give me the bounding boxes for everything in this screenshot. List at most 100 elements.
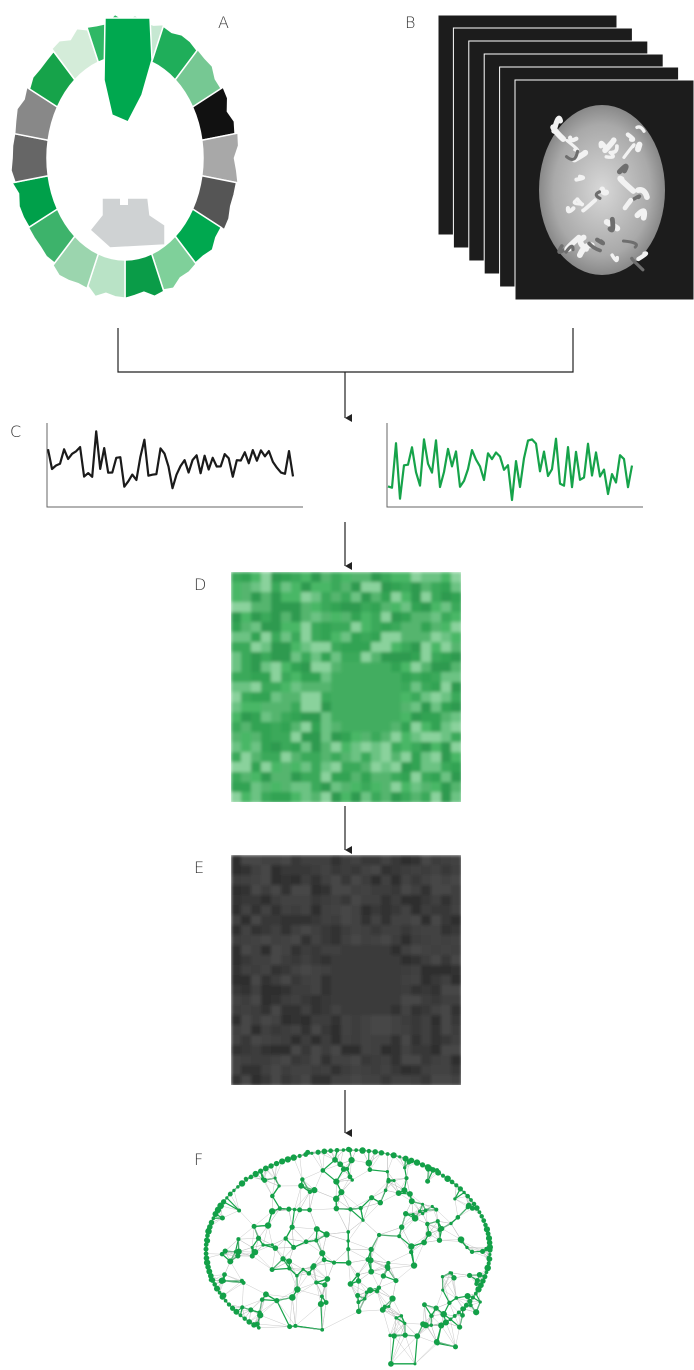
matrix-cell: [281, 865, 292, 876]
matrix-cell: [291, 722, 302, 733]
matrix-cell: [281, 572, 292, 583]
matrix-cell: [371, 602, 382, 613]
matrix-cell: [301, 662, 312, 673]
matrix-cell: [411, 975, 422, 986]
matrix-cell: [361, 1075, 372, 1086]
matrix-cell: [321, 875, 332, 886]
matrix-cell: [361, 925, 372, 936]
node: [338, 1189, 344, 1195]
matrix-cell: [331, 582, 342, 593]
node: [434, 1339, 440, 1345]
matrix-cell: [421, 712, 432, 723]
node: [407, 1160, 412, 1165]
node: [438, 1322, 444, 1328]
matrix-cell: [421, 752, 432, 763]
node: [234, 1250, 237, 1253]
matrix-cell: [361, 732, 372, 743]
matrix-cell: [381, 985, 392, 996]
matrix-cell: [261, 792, 272, 803]
node: [436, 1219, 440, 1223]
node: [408, 1243, 414, 1249]
matrix-cell: [421, 662, 432, 673]
matrix-cell: [351, 925, 362, 936]
matrix-cell: [241, 702, 252, 713]
node: [424, 1209, 428, 1213]
matrix-cell: [451, 905, 462, 916]
gyrus: [610, 219, 613, 230]
matrix-cell: [321, 742, 332, 753]
connector: [118, 328, 573, 372]
matrix-cell: [321, 752, 332, 763]
matrix-cell: [401, 712, 412, 723]
node: [481, 1218, 486, 1223]
edge: [259, 1327, 290, 1328]
node: [335, 1148, 340, 1153]
matrix-cell: [441, 692, 452, 703]
time-series: [388, 439, 632, 500]
matrix-cell: [441, 965, 452, 976]
panel-label: D: [194, 575, 206, 594]
matrix-cell: [331, 752, 342, 763]
matrix-cell: [451, 602, 462, 613]
matrix-cell: [241, 935, 252, 946]
matrix-cell: [421, 935, 432, 946]
matrix-cell: [331, 875, 342, 886]
matrix-cell: [381, 955, 392, 966]
matrix-cell: [321, 602, 332, 613]
node: [236, 1237, 240, 1241]
edge: [414, 1243, 424, 1266]
matrix-cell: [281, 632, 292, 643]
matrix-cell: [271, 692, 282, 703]
matrix-cell: [431, 905, 442, 916]
node: [240, 1305, 244, 1309]
matrix-cell: [231, 672, 242, 683]
node: [220, 1293, 226, 1299]
edge: [411, 1234, 428, 1247]
edge: [327, 1232, 349, 1234]
matrix-cell: [311, 865, 322, 876]
matrix-cell: [401, 662, 412, 673]
matrix-cell: [261, 855, 272, 866]
node: [280, 1256, 285, 1261]
node: [248, 1307, 253, 1312]
matrix-cell: [411, 1015, 422, 1026]
matrix-cell: [321, 865, 332, 876]
matrix-cell: [231, 612, 242, 623]
node: [474, 1292, 478, 1296]
node: [348, 1281, 354, 1287]
node: [437, 1228, 441, 1232]
matrix-cell: [451, 975, 462, 986]
node: [252, 1224, 257, 1229]
node: [291, 1245, 296, 1250]
node: [369, 1247, 374, 1252]
matrix-cell: [421, 985, 432, 996]
matrix-cell: [431, 855, 442, 866]
matrix-cell: [311, 742, 322, 753]
matrix-cell: [391, 1045, 402, 1056]
matrix-cell: [441, 955, 452, 966]
node: [346, 1230, 350, 1234]
node: [365, 1291, 369, 1295]
atlas: [11, 14, 239, 298]
matrix-cell: [331, 945, 342, 956]
matrix-cell: [391, 762, 402, 773]
matrix-cell: [291, 1065, 302, 1076]
matrix-cell: [281, 915, 292, 926]
matrix-cell: [351, 672, 362, 683]
matrix-cell: [421, 1045, 432, 1056]
matrix-cell: [441, 782, 452, 793]
matrix-cell: [271, 955, 282, 966]
matrix-cell: [421, 612, 432, 623]
matrix-cell: [451, 1025, 462, 1036]
matrix-cell: [441, 1045, 452, 1056]
matrix-cell: [431, 772, 442, 783]
matrix-cell: [431, 702, 442, 713]
matrix-cell: [371, 885, 382, 896]
matrix-cell: [231, 1075, 242, 1086]
matrix-cell: [361, 975, 372, 986]
matrix-cell: [351, 865, 362, 876]
matrix-cell: [391, 662, 402, 673]
parcel: [11, 134, 48, 183]
matrix-cell: [391, 652, 402, 663]
matrix-cell: [451, 1075, 462, 1086]
